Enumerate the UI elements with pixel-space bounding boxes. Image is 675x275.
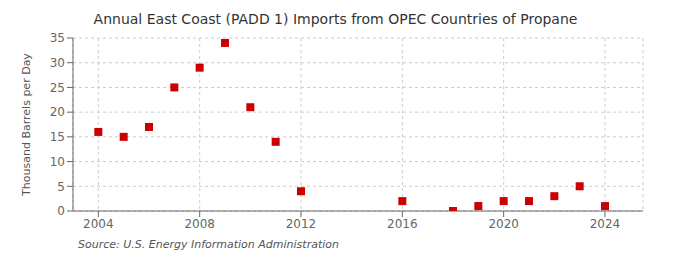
svg-text:2016: 2016: [387, 217, 418, 231]
svg-text:2020: 2020: [488, 217, 519, 231]
html-text:Source: U.S. Energy Informatio: Source: U.S. Energy Information Administ…: [78, 238, 339, 251]
svg-text:2008: 2008: [184, 217, 215, 231]
svg-text:10: 10: [50, 155, 65, 169]
svg-text:30: 30: [50, 56, 65, 70]
svg-text:2004: 2004: [83, 217, 114, 231]
svg-text:35: 35: [50, 31, 65, 45]
svg-text:2024: 2024: [590, 217, 621, 231]
svg-text:2012: 2012: [286, 217, 317, 231]
svg-text:25: 25: [50, 81, 65, 95]
svg-text:0: 0: [57, 204, 65, 218]
svg-text:5: 5: [57, 180, 65, 194]
svg-text:15: 15: [50, 130, 65, 144]
svg-text:20: 20: [50, 105, 65, 119]
svg-text:Thousand Barrels per Day: Thousand Barrels per Day: [20, 53, 33, 197]
html-text:Annual East Coast (PADD 1) Imp: Annual East Coast (PADD 1) Imports from …: [93, 11, 578, 27]
